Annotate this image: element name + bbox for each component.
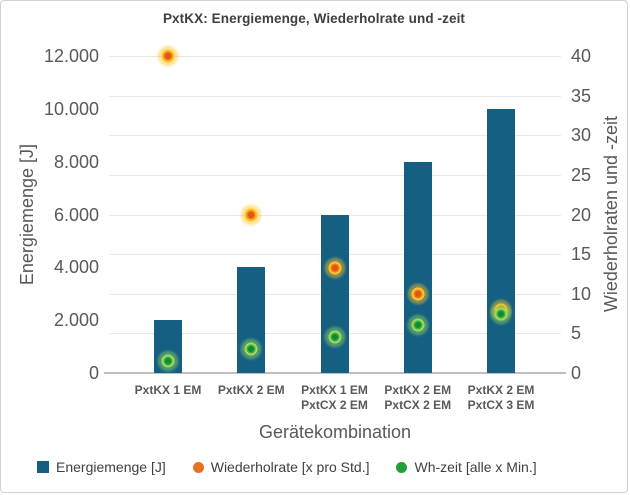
gridline (109, 174, 561, 176)
bar-energiemenge (320, 214, 349, 373)
y-axis-tick-label-left: 8.000 (53, 151, 99, 172)
legend-label: Wiederholrate [x pro Std.] (210, 459, 370, 475)
legend-label: Wh-zeit [alle x Min.] (414, 459, 537, 475)
y-axis-tick-label-right: 20 (571, 204, 592, 225)
y-axis-tick-label-left: 10.000 (43, 98, 99, 119)
dot-wh-zeit (156, 349, 180, 374)
y-axis-tick-label-right: 10 (571, 283, 592, 304)
dot-wh-zeit (489, 301, 513, 326)
dot-wh-zeit (239, 337, 264, 362)
x-axis-category-label: PxtKX 1 EM PxtCX 2 EM (301, 383, 368, 412)
legend-label: Energiemenge [J] (56, 459, 166, 475)
bar-series-marker-icon (37, 461, 49, 473)
y-axis-tick-label-left: 0 (88, 363, 99, 383)
gridline (109, 95, 561, 97)
y-axis-tick-label-left: 4.000 (53, 257, 99, 278)
plot-area (104, 44, 566, 374)
dot-wiederholrate (405, 281, 430, 306)
bar-energiemenge (487, 108, 515, 373)
x-axis-category-label: PxtKX 2 EM PxtCX 3 EM (467, 383, 535, 412)
y-axis-tick-label-right: 40 (571, 46, 592, 66)
dot-wiederholrate (322, 255, 347, 280)
legend-item-energiemenge: Energiemenge [J] (37, 459, 166, 475)
y-axis-tick-label-left: 6.000 (53, 204, 99, 225)
x-axis-title: Gerätekombination (258, 422, 412, 442)
y-axis-tick-label-right: 15 (571, 244, 592, 265)
dot-wiederholrate (239, 202, 264, 227)
legend-item-wiederholrate: Wiederholrate [x pro Std.] (192, 459, 370, 475)
chart-title: PxtKX: Energiemenge, Wiederholrate und -… (162, 11, 466, 26)
y-axis-tick-label-right: 30 (571, 125, 592, 146)
legend: Energiemenge [J] Wiederholrate [x pro St… (37, 459, 617, 475)
x-axis-category-label: PxtKX 1 EM (134, 383, 202, 397)
dot-wiederholrate (156, 44, 180, 68)
x-axis-line (104, 372, 566, 374)
y-axis-tick-label-right: 0 (571, 363, 582, 383)
gridline (109, 135, 561, 137)
y-axis-tick-label-left: 2.000 (53, 310, 99, 331)
scatter-series-marker-icon (396, 461, 408, 473)
y-axis-tick-label-right: 35 (571, 85, 592, 106)
x-axis-category-label: PxtKX 2 EM (217, 383, 285, 397)
legend-item-wh-zeit: Wh-zeit [alle x Min.] (396, 459, 537, 475)
y-axis-tick-label-left: 12.000 (43, 46, 99, 66)
dot-wh-zeit (405, 313, 430, 338)
y-axis-tick-label-right: 5 (571, 323, 582, 344)
bar-energiemenge (403, 161, 432, 373)
y-axis-tick-label-right: 25 (571, 164, 592, 185)
x-axis-category-label: PxtKX 2 EM PxtCX 2 EM (384, 383, 452, 412)
gridline (109, 56, 561, 57)
dot-wh-zeit (322, 325, 347, 350)
scatter-series-marker-icon (192, 461, 204, 473)
